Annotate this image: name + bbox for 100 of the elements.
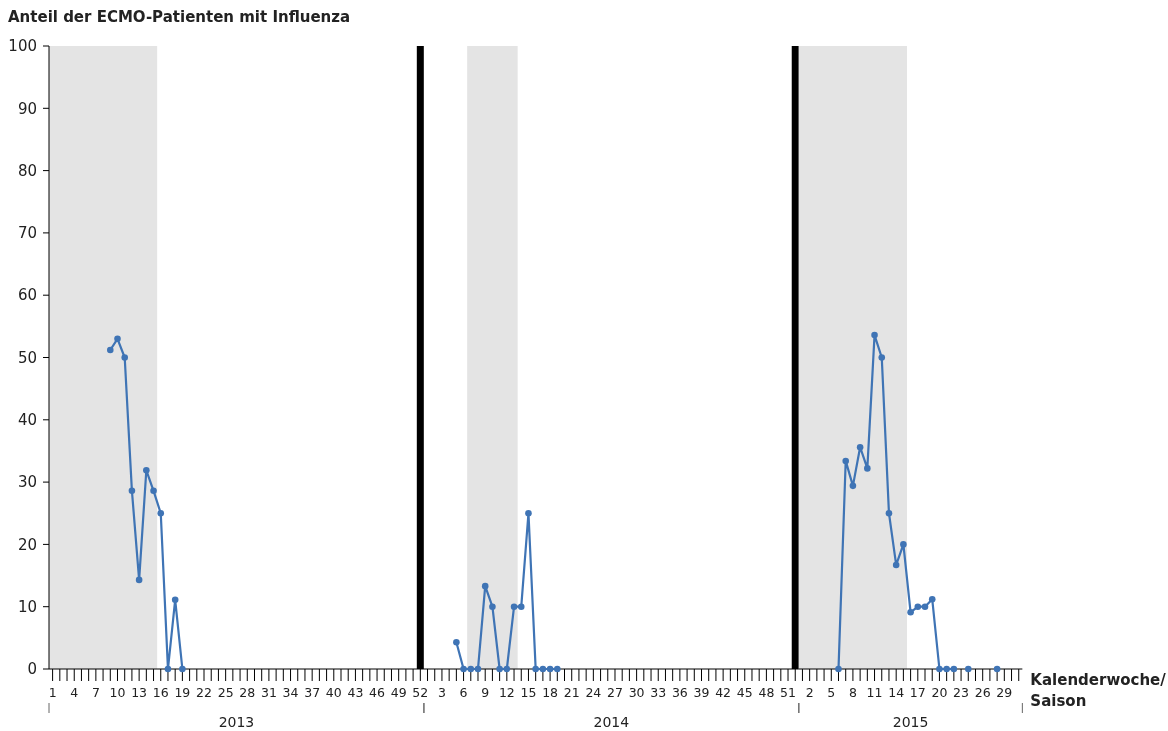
- x-tick-label: 45: [736, 685, 753, 700]
- point: [539, 665, 547, 673]
- point: [128, 487, 136, 495]
- point: [107, 346, 114, 354]
- x-axis-title: 2015: [892, 714, 929, 730]
- point: [878, 354, 886, 361]
- x-tick-label: 13: [131, 685, 148, 700]
- x-tick-label: 23: [953, 685, 970, 700]
- y-tick-label: 50: [17, 348, 37, 367]
- y-tick-label: 20: [17, 535, 37, 554]
- point: [157, 509, 165, 517]
- x-tick-label: 17: [909, 685, 926, 700]
- y-axis-title: Anteil der ECMO-Patienten mit Influenza: [8, 8, 351, 26]
- point: [835, 665, 842, 673]
- x-tick-label: 18: [542, 685, 559, 700]
- x-tick-label: 2: [805, 685, 814, 700]
- x-tick-label: 20: [931, 685, 948, 700]
- point: [496, 665, 503, 673]
- x-tick-label: 43: [347, 685, 364, 700]
- x-tick-label: 39: [693, 685, 710, 700]
- x-tick-label: 51: [780, 685, 796, 700]
- point: [474, 665, 482, 673]
- point: [489, 603, 496, 610]
- point: [114, 335, 121, 343]
- point: [467, 665, 475, 673]
- x-tick-label: 36: [671, 685, 688, 700]
- x-tick-label: 29: [996, 685, 1013, 700]
- point: [510, 603, 518, 610]
- x-tick-label: 11: [866, 685, 883, 700]
- point: [871, 331, 878, 339]
- x-tick-label: 24: [585, 685, 602, 700]
- point: [842, 457, 849, 465]
- point: [936, 665, 943, 673]
- point: [150, 487, 157, 495]
- point: [532, 665, 539, 673]
- point: [481, 582, 489, 590]
- point: [928, 595, 936, 603]
- x-tick-label: 42: [715, 685, 732, 700]
- x-tick-label: 3: [437, 685, 446, 700]
- point: [503, 665, 511, 673]
- x-tick-label: 34: [282, 685, 299, 700]
- point: [943, 665, 950, 673]
- y-tick-label: 70: [17, 224, 37, 243]
- x-tick-label: 6: [459, 685, 468, 700]
- point: [921, 603, 929, 610]
- y-tick-label: 0: [27, 660, 37, 679]
- point: [546, 665, 554, 673]
- point: [525, 509, 532, 517]
- point: [993, 665, 1001, 673]
- x-tick-label: 16: [152, 685, 169, 700]
- point: [179, 665, 186, 673]
- point: [849, 482, 857, 490]
- x-tick-label: 5: [827, 685, 836, 700]
- x-tick-label: 25: [217, 685, 234, 700]
- x-tick-label: 28: [239, 685, 256, 700]
- point: [143, 466, 150, 474]
- x-tick-label: 4: [70, 685, 79, 700]
- x-tick-label: 21: [563, 685, 580, 700]
- point: [914, 603, 922, 610]
- x-tick-label: 46: [369, 685, 386, 700]
- x-tick-label: 8: [848, 685, 857, 700]
- x-tick-label: 14: [888, 685, 905, 700]
- x-axis-title: 2013: [218, 714, 255, 730]
- point: [171, 596, 179, 604]
- point: [164, 665, 172, 673]
- point: [460, 665, 467, 673]
- x-tick-label: 27: [607, 685, 623, 700]
- x-axis-title: 2014: [593, 714, 630, 730]
- point: [135, 576, 143, 584]
- y-tick-label: 30: [17, 473, 37, 492]
- x-tick-label: 48: [758, 685, 775, 700]
- point: [856, 443, 864, 451]
- x-tick-label: 9: [481, 685, 490, 700]
- point: [453, 638, 460, 646]
- x-tick-label: 40: [325, 685, 342, 700]
- point: [554, 665, 561, 673]
- x-tick-label: 26: [974, 685, 991, 700]
- text: Kalenderwoche/ Saison: [1030, 671, 1167, 710]
- x-tick-label: 1: [48, 685, 57, 700]
- point: [900, 541, 907, 548]
- point: [907, 609, 914, 616]
- x-tick-label: 49: [390, 685, 407, 700]
- x-tick-label: 30: [628, 685, 645, 700]
- y-tick-label: 60: [17, 286, 37, 305]
- x-tick-label: 52: [412, 685, 429, 700]
- x-tick-label: 19: [174, 685, 191, 700]
- x-tick-label: 22: [196, 685, 212, 700]
- point: [864, 465, 871, 472]
- point: [892, 561, 900, 569]
- point: [950, 665, 958, 673]
- y-tick-label: 40: [17, 411, 37, 430]
- y-tick-label: 90: [17, 99, 37, 118]
- point: [121, 354, 128, 361]
- x-tick-label: 7: [91, 685, 100, 700]
- x-tick-label: 33: [650, 685, 667, 700]
- x-tick-label: 37: [304, 685, 321, 700]
- point: [964, 665, 972, 673]
- x-tick-label: 15: [520, 685, 537, 700]
- point: [517, 603, 525, 610]
- y-tick-label: 80: [17, 161, 37, 180]
